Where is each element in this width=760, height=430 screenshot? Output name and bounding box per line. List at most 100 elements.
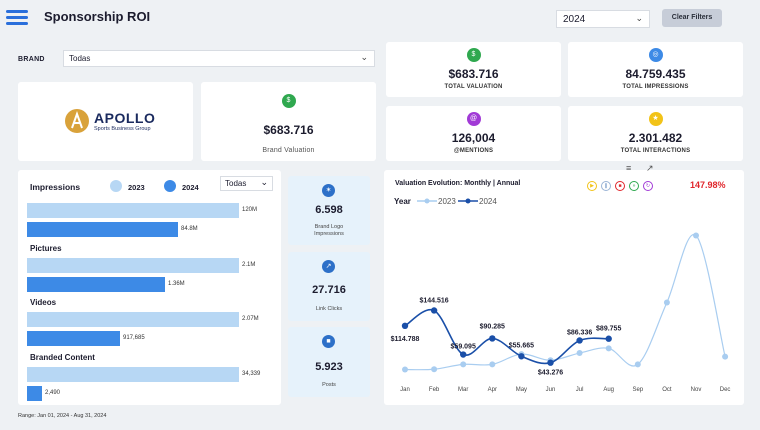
x-tick-label: Nov xyxy=(691,387,702,393)
stop-icon[interactable]: ■ xyxy=(615,181,625,191)
legend-2024-label: 2024 xyxy=(182,183,199,192)
x-tick-label: Jul xyxy=(576,387,584,393)
total-impressions-value: 84.759.435 xyxy=(625,67,686,81)
impressions-bar-y24[interactable] xyxy=(27,386,42,401)
page-title: Sponsorship ROI xyxy=(44,9,151,24)
data-point-2023-Dec[interactable] xyxy=(722,353,729,360)
brand-logo-impressions-label: Brand Logo Impressions xyxy=(288,224,370,238)
impressions-bar-y24[interactable] xyxy=(27,331,120,346)
data-point-2024-Mar[interactable] xyxy=(460,351,467,358)
legend-year-title: Year xyxy=(394,197,411,206)
post-icon: ■ xyxy=(322,335,335,348)
data-point-2024-Aug[interactable] xyxy=(605,335,612,342)
legend-2024-line xyxy=(458,198,478,204)
data-point-2024-Jan[interactable] xyxy=(401,322,409,330)
mentions-value: 126,004 xyxy=(451,131,496,145)
posts-card: ■ 5.923 Posts xyxy=(288,327,370,397)
data-point-2023-Aug[interactable] xyxy=(605,345,612,352)
data-point-2024-Jul[interactable] xyxy=(576,337,583,344)
data-point-2023-Jul[interactable] xyxy=(576,350,583,357)
apollo-logo-icon xyxy=(65,109,89,133)
data-point-2023-Nov[interactable] xyxy=(693,232,699,239)
data-point-2023-Sep[interactable] xyxy=(634,361,641,368)
eye-icon: ◎ xyxy=(648,48,663,62)
total-interactions-label: TOTAL INTERACTIONS xyxy=(620,148,691,154)
next-icon[interactable]: » xyxy=(629,181,639,191)
impressions-bar-y23[interactable] xyxy=(27,258,239,273)
legend-2023-label: 2023 xyxy=(438,197,456,206)
posts-label: Posts xyxy=(322,382,336,388)
data-label-Jul: $86.336 xyxy=(567,329,592,336)
clear-filters-button[interactable]: Clear Filters xyxy=(662,9,722,27)
impressions-bar-y23[interactable] xyxy=(27,367,239,382)
year-dropdown-value: 2024 xyxy=(563,14,586,25)
data-label-May: $55.665 xyxy=(509,342,534,349)
x-tick-label: Mar xyxy=(458,387,468,393)
brand-logo-card: APOLLO Sports Business Group xyxy=(18,82,193,161)
link-clicks-card: ↗ 27.716 Link Clicks xyxy=(288,252,370,321)
logo-target-icon: ✶ xyxy=(322,184,335,197)
impressions-bar-value: 1.36M xyxy=(168,281,185,287)
data-label-Feb: $144.516 xyxy=(419,297,448,304)
brand-filter-label: BRAND xyxy=(18,56,45,63)
link-icon: ↗ xyxy=(322,260,335,273)
data-point-2023-Jan[interactable] xyxy=(402,366,408,373)
date-range-label: Range: Jan 01, 2024 - Aug 31, 2024 xyxy=(18,413,107,419)
total-impressions-label: TOTAL IMPRESSIONS xyxy=(622,84,689,90)
filter-icon[interactable]: ≡ xyxy=(626,163,632,173)
chart-title: Valuation Evolution: Monthly | Annual xyxy=(395,180,521,187)
chevron-down-icon: ⌄ xyxy=(260,177,268,187)
data-label-Apr: $90.285 xyxy=(480,323,505,330)
mentions-label: @MENTIONS xyxy=(453,148,494,154)
brand-valuation-label: Brand Valuation xyxy=(262,147,315,154)
legend-2024-dot xyxy=(164,180,176,192)
year-dropdown[interactable]: 2024 ⌄ xyxy=(556,10,650,28)
posts-value: 5.923 xyxy=(315,361,343,373)
expand-icon[interactable]: ↗ xyxy=(646,163,654,173)
logo-tagline: Sports Business Group xyxy=(94,126,151,132)
impressions-bar-value: 917,685 xyxy=(123,335,145,341)
hamburger-menu-icon[interactable] xyxy=(6,10,28,26)
impressions-bar-value: 2,490 xyxy=(45,390,61,396)
data-label-Jun: $43.276 xyxy=(538,370,563,377)
x-tick-label: Oct xyxy=(662,387,672,393)
data-point-2023-Oct[interactable] xyxy=(663,299,670,306)
data-point-2023-Apr[interactable] xyxy=(489,361,496,368)
total-valuation-card: $ $683.716 TOTAL VALUATION xyxy=(386,42,561,97)
at-icon: @ xyxy=(466,112,481,126)
mentions-card: @ 126,004 @MENTIONS xyxy=(386,106,561,161)
data-point-2024-Apr[interactable] xyxy=(489,335,496,342)
loop-icon[interactable]: ↻ xyxy=(643,181,653,191)
impressions-bar-y23[interactable] xyxy=(27,203,239,218)
brand-dropdown-value: Todas xyxy=(69,54,91,63)
valuation-change: 147.98% xyxy=(690,180,726,190)
data-label-Aug: $89.755 xyxy=(596,326,621,333)
x-tick-label: Feb xyxy=(429,387,440,393)
legend-2023-line xyxy=(417,198,437,204)
impressions-bar-y24[interactable] xyxy=(27,222,178,237)
brand-dropdown[interactable]: Todas ⌄ xyxy=(63,50,375,67)
interaction-icon: ★ xyxy=(648,112,663,126)
legend-2023-label: 2023 xyxy=(128,183,145,192)
data-point-2024-May[interactable] xyxy=(518,353,525,360)
pause-icon[interactable]: ❚ xyxy=(601,181,611,191)
total-interactions-card: ★ 2.301.482 TOTAL INTERACTIONS xyxy=(568,106,743,161)
data-point-2023-Feb[interactable] xyxy=(431,366,438,373)
play-icon[interactable]: ▶ xyxy=(587,181,597,191)
impressions-filter-dropdown[interactable]: Todas ⌄ xyxy=(220,176,273,191)
data-point-2023-Mar[interactable] xyxy=(460,361,467,368)
brand-logo-impressions-card: ✶ 6.598 Brand Logo Impressions xyxy=(288,176,370,245)
impressions-bar-value: 120M xyxy=(242,207,258,213)
impressions-bar-value: 34,339 xyxy=(242,371,261,377)
impressions-category-label: Videos xyxy=(30,298,57,307)
impressions-bar-y24[interactable] xyxy=(27,277,165,292)
chevron-down-icon: ⌄ xyxy=(360,52,368,62)
data-point-2024-Jun[interactable] xyxy=(547,359,554,366)
impressions-bar-value: 2.07M xyxy=(242,316,259,322)
logo-name: APOLLO xyxy=(94,110,156,126)
link-clicks-label: Link Clicks xyxy=(315,306,343,312)
impressions-bar-y23[interactable] xyxy=(27,312,239,327)
dollar-icon: $ xyxy=(466,48,481,62)
data-point-2024-Feb[interactable] xyxy=(430,307,438,314)
legend-2024-label: 2024 xyxy=(479,197,497,206)
